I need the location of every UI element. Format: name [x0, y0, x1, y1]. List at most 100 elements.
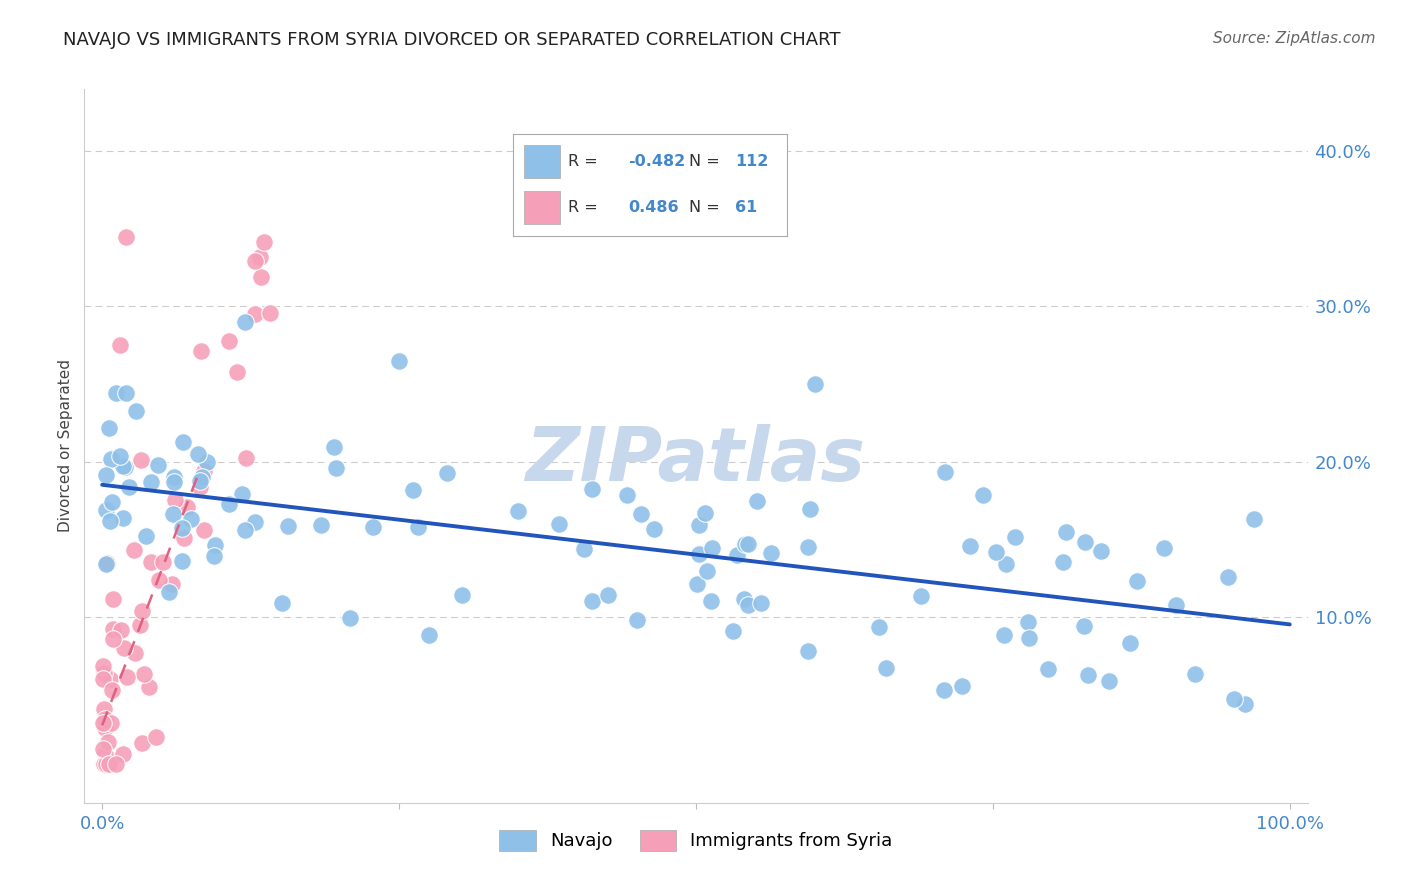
Point [129, 617, 152, 632]
Point [125, 404, 148, 418]
Point [932, 682, 955, 697]
Point [218, 497, 240, 511]
Point [93, 721, 115, 735]
Point [418, 627, 440, 641]
Point [548, 516, 571, 531]
Point [388, 353, 411, 368]
Point [93, 665, 115, 680]
Point [686, 576, 709, 591]
Point [104, 757, 127, 772]
Point [270, 596, 292, 610]
Point [93, 756, 115, 770]
Point [737, 598, 759, 612]
Point [135, 529, 157, 543]
Point [124, 646, 146, 660]
Point [94, 757, 117, 772]
Point [408, 520, 430, 534]
Point [451, 588, 474, 602]
Point [187, 447, 209, 461]
Point [96, 757, 118, 772]
Point [108, 338, 131, 352]
Point [1073, 534, 1095, 549]
Point [402, 483, 425, 497]
Point [581, 593, 603, 607]
Point [1004, 530, 1026, 544]
Point [180, 511, 202, 525]
Point [1119, 636, 1142, 650]
Point [243, 254, 266, 268]
Point [950, 680, 973, 694]
Point [910, 589, 932, 603]
Text: 112: 112 [735, 154, 769, 169]
Point [688, 547, 710, 561]
Point [630, 507, 652, 521]
Point [803, 376, 825, 391]
Point [100, 452, 122, 467]
Text: N =: N = [689, 154, 720, 169]
Point [959, 539, 981, 553]
Point [799, 501, 821, 516]
Point [1052, 555, 1074, 569]
Point [253, 235, 276, 249]
Point [160, 577, 183, 591]
Point [193, 523, 215, 537]
Point [995, 557, 1018, 571]
Point [98, 672, 121, 686]
Point [98, 421, 121, 435]
Point [259, 306, 281, 320]
Point [325, 461, 347, 475]
Point [1073, 619, 1095, 633]
Point [188, 474, 211, 488]
Point [235, 451, 257, 466]
Point [233, 523, 256, 537]
Point [643, 523, 665, 537]
Point [103, 592, 125, 607]
Point [204, 538, 226, 552]
Point [108, 449, 131, 463]
Point [218, 334, 240, 348]
Point [700, 541, 723, 556]
Point [97, 735, 120, 749]
Point [122, 543, 145, 558]
Point [1036, 662, 1059, 676]
Point [506, 504, 529, 518]
Point [1017, 615, 1039, 629]
Point [176, 500, 198, 514]
Point [1054, 524, 1077, 539]
Text: ZIPatlas: ZIPatlas [526, 424, 866, 497]
Point [725, 548, 748, 562]
Point [110, 623, 132, 637]
Point [734, 537, 756, 551]
Point [114, 385, 136, 400]
Point [868, 619, 890, 633]
Point [148, 574, 170, 588]
Point [112, 640, 135, 655]
Point [94, 468, 117, 483]
Point [94, 503, 117, 517]
Point [115, 229, 138, 244]
Point [162, 508, 184, 522]
Point [276, 519, 298, 533]
Point [190, 470, 212, 484]
Point [616, 488, 638, 502]
Point [96, 556, 118, 570]
Point [94, 557, 117, 571]
Point [721, 624, 744, 638]
Point [1125, 574, 1147, 588]
Point [993, 628, 1015, 642]
Point [163, 475, 186, 489]
Point [105, 386, 128, 401]
Point [193, 464, 215, 478]
Point [749, 596, 772, 610]
Point [170, 554, 193, 568]
Text: -0.482: -0.482 [628, 154, 686, 169]
Point [101, 682, 124, 697]
Text: R =: R = [568, 200, 598, 215]
Point [875, 661, 897, 675]
Point [688, 517, 710, 532]
Point [173, 532, 195, 546]
Point [93, 757, 115, 772]
Bar [524, 191, 560, 224]
Point [323, 440, 346, 454]
Point [114, 460, 136, 475]
